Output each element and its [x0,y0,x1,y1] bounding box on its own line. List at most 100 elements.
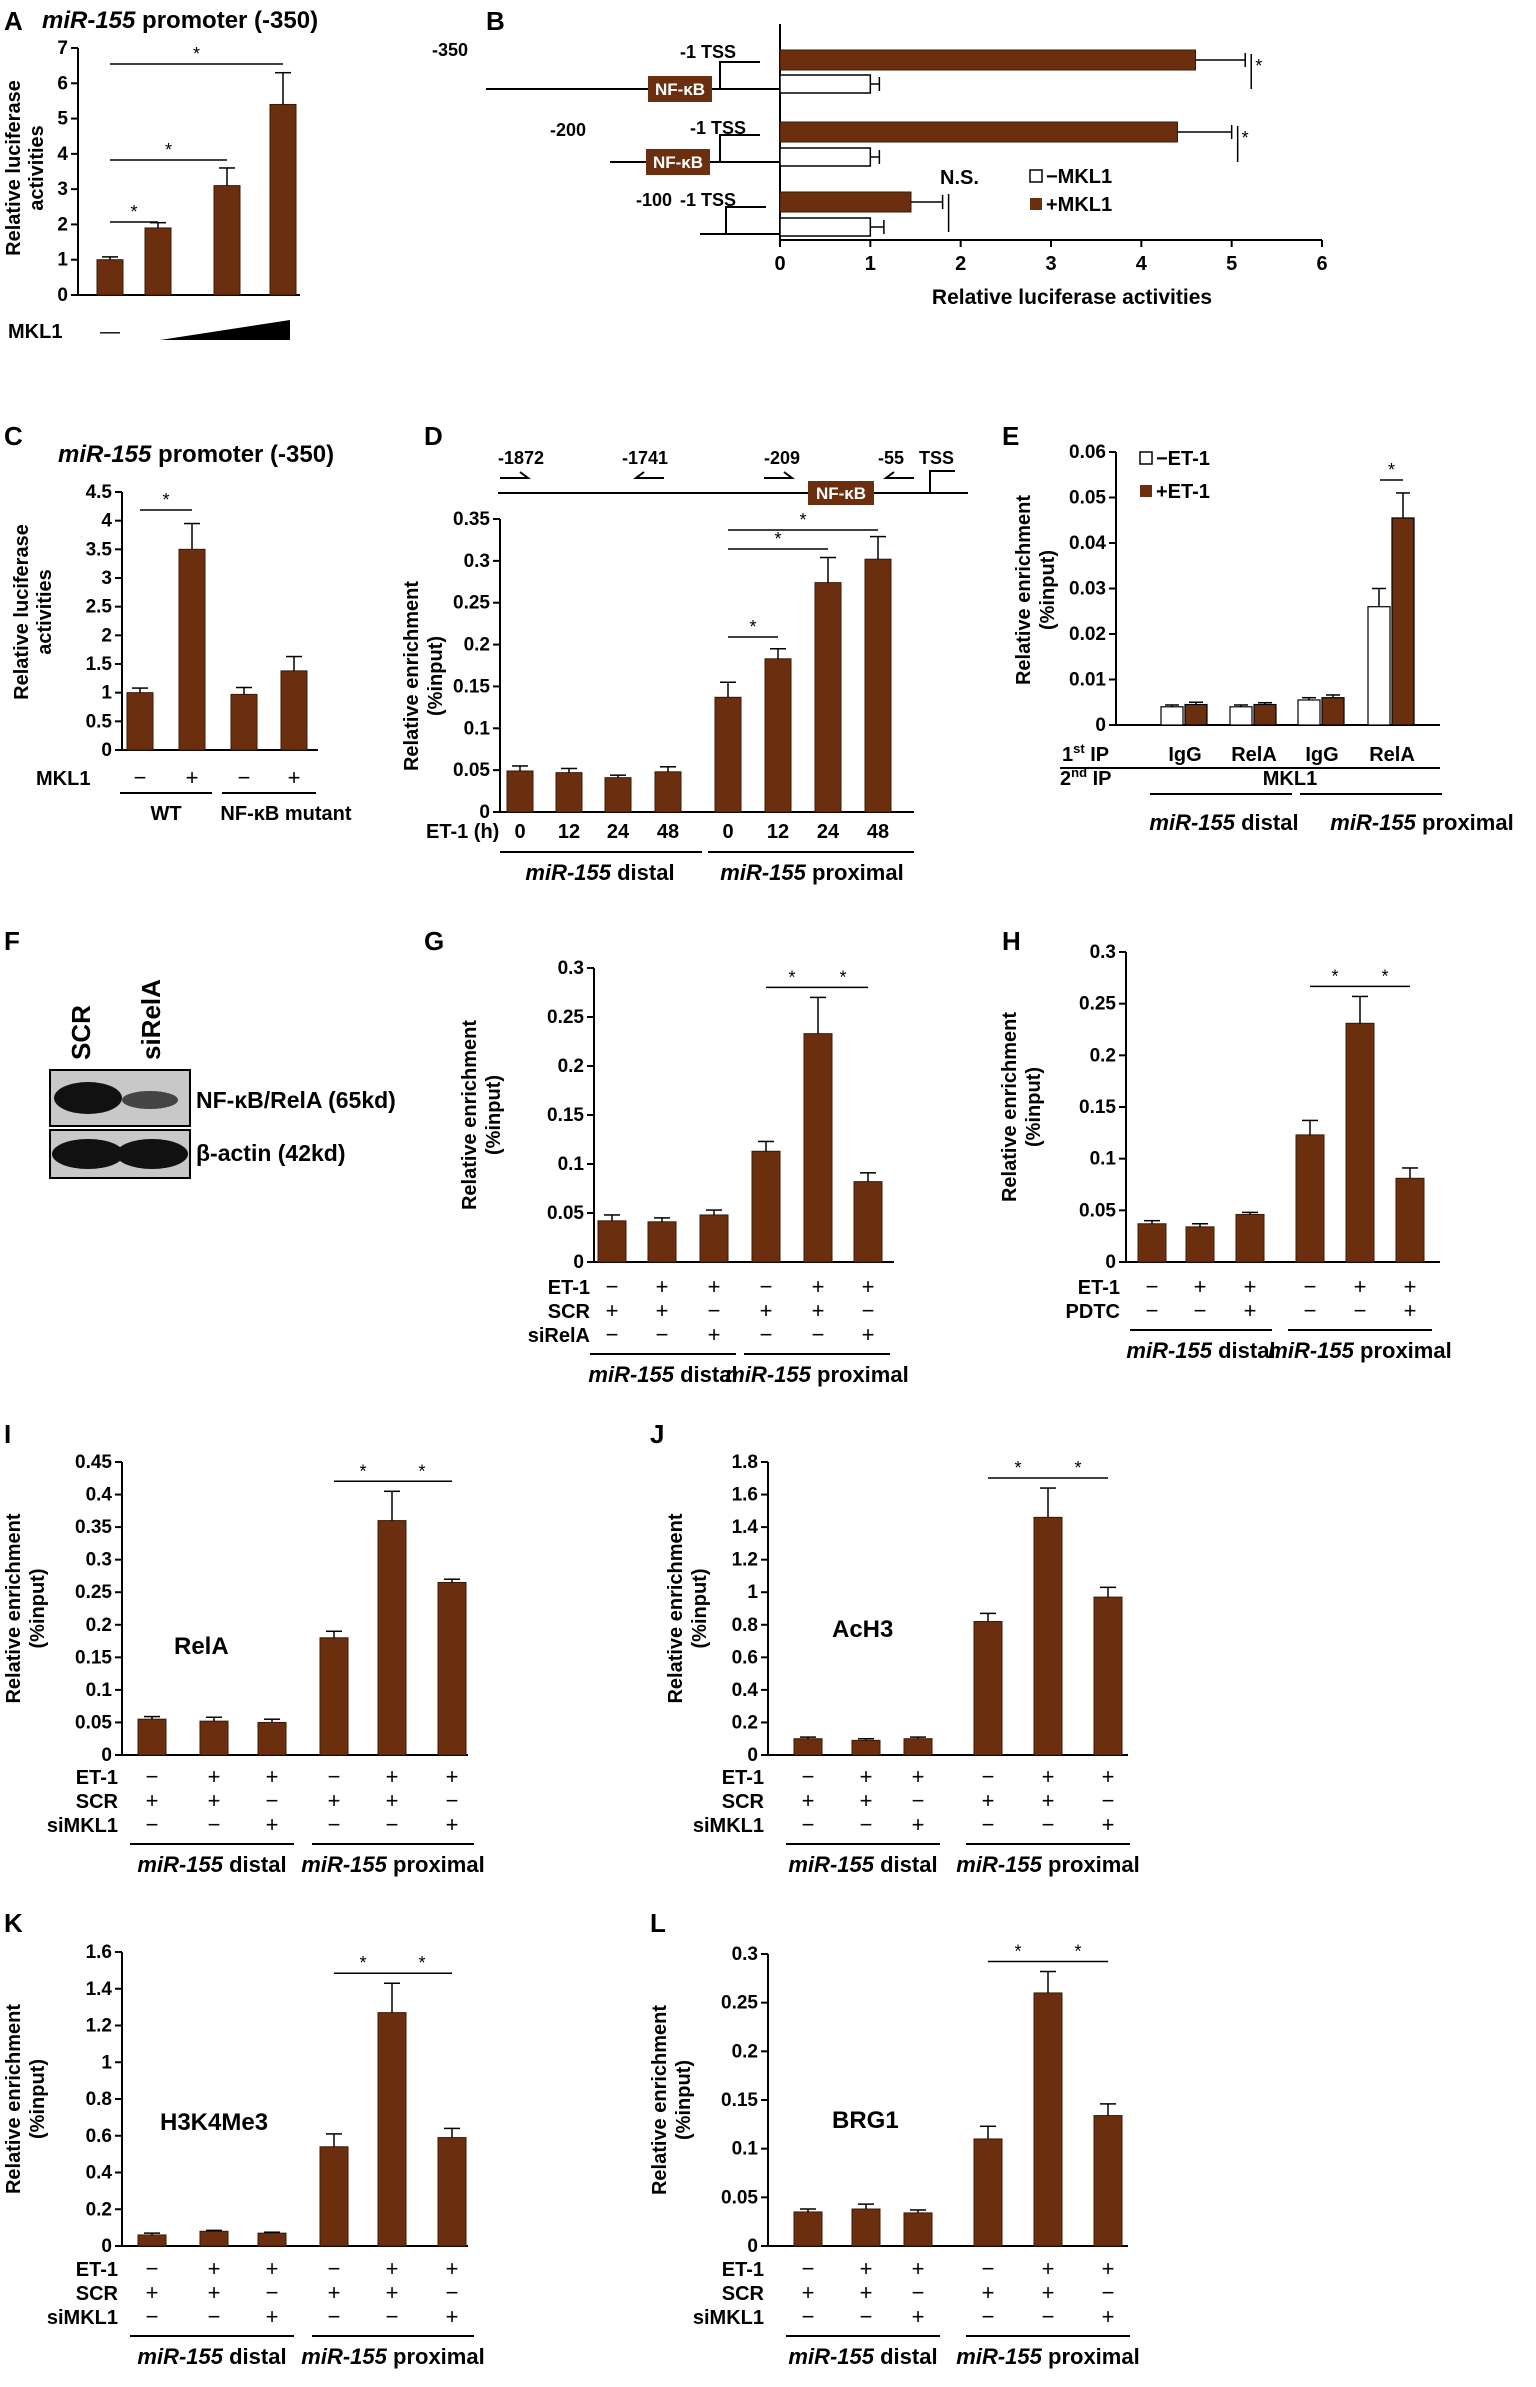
y-tick-label: 0.1 [558,1154,585,1175]
row-label: siMKL1 [47,1815,118,1837]
y-tick-label: 0.25 [1079,994,1116,1015]
panel-b: B -350 NF-κB -1 TSS -200 NF-κB -1 TSS -1… [432,6,1212,309]
group-label-distal: miR-155 distal [788,1852,937,1877]
lane-label-scr: SCR [66,1005,96,1060]
y-tick-label: 4.5 [86,482,113,503]
row-sign: + [760,1298,773,1323]
bar [377,2012,407,2247]
band-relA-sirela [122,1091,178,1109]
construct-350: -350 NF-κB -1 TSS [432,40,780,102]
construct-label: -350 [432,40,468,60]
bar [1345,1022,1375,1263]
group-italic: miR-155 [1149,810,1235,835]
row-label: siMKL1 [693,1815,764,1837]
bar [851,2208,881,2247]
panel-letter: C [4,421,23,451]
bar-plus [779,191,912,213]
row-sign: + [708,1274,721,1299]
chart-i: 0 0.05 0.1 0.15 0.2 0.25 0.3 0.35 0.4 0.45 Relativ… [3,1452,485,1877]
row-sign: − [328,2256,341,2281]
row-sign: − [606,1322,619,1347]
row-sign: − [1146,1298,1159,1323]
row-sign: + [1102,1764,1115,1789]
panel-letter: H [1002,926,1021,956]
row-sign: + [386,2280,399,2305]
legend-swatch-plus [1030,198,1042,210]
significance-star: * [839,967,846,987]
row-label: ET-1 [548,1277,590,1299]
bar [377,1520,407,1756]
bar [257,2232,287,2247]
group-italic: miR-155 [725,1362,811,1387]
y-tick-label: 0.1 [1090,1149,1117,1170]
y-tick-label: 0.06 [1069,442,1106,463]
chart-k: 0 0.2 0.4 0.6 0.8 1 1.2 1.4 1.6 Relative enrichme… [3,1942,485,2369]
row-sign: + [1404,1298,1417,1323]
y-tick-label: 1.6 [86,1942,112,1963]
legend-swatch-plus [1140,485,1152,497]
y-axis-label-2: activities [26,125,48,211]
row-label: SCR [76,1791,119,1813]
significance-star: * [1074,1942,1081,1962]
y-tick-label: 0.3 [86,1550,112,1571]
bar-plus [1253,703,1277,726]
y-axis-label-1: Relative enrichment [3,2004,25,2194]
row-sign: + [1194,1274,1207,1299]
panel-i: I RelA [4,1419,229,1660]
legend-plus: +MKL1 [1046,194,1112,216]
bar [437,2137,467,2247]
y-tick-label: 0 [479,802,490,823]
row-sign: + [1042,1764,1055,1789]
significance-star: * [162,490,169,510]
group-italic: miR-155 [956,1852,1042,1877]
y-tick-label: 2 [101,625,112,646]
row-label: siMKL1 [47,2307,118,2329]
row-sign: − [656,1322,669,1347]
y-tick-label: 2 [57,214,68,235]
y-tick-label: 0.45 [75,1452,112,1473]
nfkb-label: NF-κB [653,153,703,172]
group-italic: miR-155 [301,1852,387,1877]
band-label-relA: NF-κB/RelA (65kd) [196,1087,396,1113]
bar [319,2146,349,2247]
bar [230,693,258,751]
row-sign: + [708,1322,721,1347]
sign-minus: — [100,321,120,343]
row-label: ET-1 [76,2259,118,2281]
y-tick-label: 0.25 [547,1007,584,1028]
y-tick-label: 0 [747,1745,758,1766]
y-tick-label: 1.2 [732,1550,758,1571]
group-rest: proximal [1416,810,1514,835]
bar [280,670,308,751]
bar [793,2211,823,2247]
group-label-proximal: miR-155 proximal [1330,810,1513,835]
panel-h: H [1002,926,1021,956]
y-tick-label: 0.01 [1069,670,1106,691]
construct-label: -200 [550,120,586,140]
y-axis-label-2: activities [34,569,56,655]
group-label-proximal: miR-155 proximal [1268,1338,1451,1363]
group-rest: distal [1235,810,1299,835]
group-italic: miR-155 [720,860,806,885]
row-sign: − [1042,2304,1055,2329]
primer-label: -55 [878,448,904,468]
ip-suffix: IP [1085,744,1109,766]
panel-letter: E [1002,421,1019,451]
ip-suffix: IP [1087,768,1111,790]
title-rest: promoter (-350) [151,441,334,468]
band-actin-scr [52,1139,124,1169]
x-tick-label: 24 [817,821,840,843]
sign: − [134,765,147,790]
row-sign: + [1102,2304,1115,2329]
y-tick-label: 0 [57,285,68,306]
nfkb-label: NF-κB [655,80,705,99]
y-axis-label-2: (%input) [1023,1067,1045,1147]
x-tick-label: 12 [558,821,580,843]
panel-letter: A [4,6,23,36]
title-rest: promoter (-350) [135,7,318,34]
tss-label: -1 TSS [690,118,746,138]
bar [699,1214,729,1263]
panel-title: miR-155 promoter (-350) [42,7,318,34]
bar-plus [1184,703,1208,726]
chart-j: 0 0.2 0.4 0.6 0.8 1 1.2 1.4 1.6 1.8 Relative enric… [665,1452,1140,1877]
